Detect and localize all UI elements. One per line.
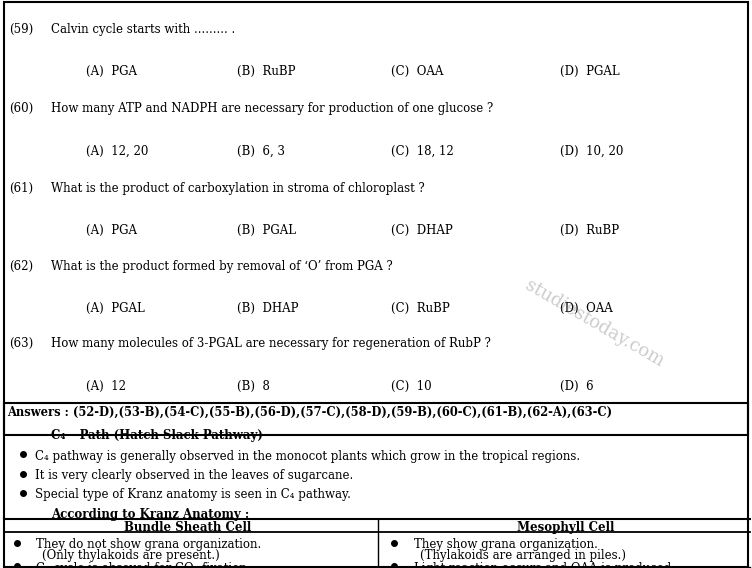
Text: They show grana organization.: They show grana organization. bbox=[414, 538, 598, 552]
Text: According to Kranz Anatomy :: According to Kranz Anatomy : bbox=[51, 508, 250, 521]
Text: How many molecules of 3-PGAL are necessary for regeneration of RubP ?: How many molecules of 3-PGAL are necessa… bbox=[51, 337, 491, 350]
Text: (63): (63) bbox=[9, 337, 33, 350]
Text: Mesophyll Cell: Mesophyll Cell bbox=[517, 521, 614, 534]
Text: (Only thylakoids are present.): (Only thylakoids are present.) bbox=[42, 549, 220, 562]
Text: (B)  PGAL: (B) PGAL bbox=[237, 224, 296, 237]
Text: (D)  OAA: (D) OAA bbox=[560, 302, 613, 315]
Text: (62): (62) bbox=[9, 260, 33, 273]
Text: (A)  PGA: (A) PGA bbox=[86, 65, 138, 78]
Text: (A)  PGA: (A) PGA bbox=[86, 224, 138, 237]
Text: (B)  6, 3: (B) 6, 3 bbox=[237, 145, 285, 158]
Text: (C)  18, 12: (C) 18, 12 bbox=[391, 145, 453, 158]
Text: (B)  RuBP: (B) RuBP bbox=[237, 65, 296, 78]
Text: What is the product of carboxylation in stroma of chloroplast ?: What is the product of carboxylation in … bbox=[51, 182, 425, 195]
Text: (B)  DHAP: (B) DHAP bbox=[237, 302, 299, 315]
Text: studiestoday.com: studiestoday.com bbox=[522, 277, 666, 371]
Text: (61): (61) bbox=[9, 182, 33, 195]
Text: (A)  12: (A) 12 bbox=[86, 380, 126, 393]
Text: Special type of Kranz anatomy is seen in C₄ pathway.: Special type of Kranz anatomy is seen in… bbox=[35, 488, 351, 502]
Text: They do not show grana organization.: They do not show grana organization. bbox=[36, 538, 262, 552]
Text: (C)  RuBP: (C) RuBP bbox=[391, 302, 450, 315]
Text: (C)  OAA: (C) OAA bbox=[391, 65, 444, 78]
Text: (A)  12, 20: (A) 12, 20 bbox=[86, 145, 149, 158]
Text: (Thylakoids are arranged in piles.): (Thylakoids are arranged in piles.) bbox=[420, 549, 626, 562]
Text: C₄ – Path (Hatch Slack Pathway): C₄ – Path (Hatch Slack Pathway) bbox=[51, 429, 263, 442]
Text: Answers : (52-D),(53-B),(54-C),(55-B),(56-D),(57-C),(58-D),(59-B),(60-C),(61-B),: Answers : (52-D),(53-B),(54-C),(55-B),(5… bbox=[8, 406, 613, 419]
Text: (A)  PGAL: (A) PGAL bbox=[86, 302, 145, 315]
Text: (59): (59) bbox=[9, 23, 33, 36]
Text: (C)  10: (C) 10 bbox=[391, 380, 432, 393]
Text: How many ATP and NADPH are necessary for production of one glucose ?: How many ATP and NADPH are necessary for… bbox=[51, 102, 493, 115]
Text: Calvin cycle starts with ......... .: Calvin cycle starts with ......... . bbox=[51, 23, 235, 36]
Text: (60): (60) bbox=[9, 102, 33, 115]
Text: (C)  DHAP: (C) DHAP bbox=[391, 224, 453, 237]
Text: (D)  10, 20: (D) 10, 20 bbox=[560, 145, 623, 158]
Bar bbox=[4, 403, 748, 435]
Text: Bundle Sheath Cell: Bundle Sheath Cell bbox=[124, 521, 252, 534]
Text: (D)  RuBP: (D) RuBP bbox=[560, 224, 620, 237]
Text: What is the product formed by removal of ‘O’ from PGA ?: What is the product formed by removal of… bbox=[51, 260, 393, 273]
Text: C₄ pathway is generally observed in the monocot plants which grow in the tropica: C₄ pathway is generally observed in the … bbox=[35, 450, 581, 463]
Text: C₃-cycle is obseved for CO₂ fixation.: C₃-cycle is obseved for CO₂ fixation. bbox=[36, 562, 250, 568]
Text: (D)  6: (D) 6 bbox=[560, 380, 594, 393]
Text: It is very clearly observed in the leaves of sugarcane.: It is very clearly observed in the leave… bbox=[35, 469, 353, 482]
Text: (B)  8: (B) 8 bbox=[237, 380, 270, 393]
Text: Light reaction occurs and OAA is produced.: Light reaction occurs and OAA is produce… bbox=[414, 562, 675, 568]
Text: (D)  PGAL: (D) PGAL bbox=[560, 65, 620, 78]
